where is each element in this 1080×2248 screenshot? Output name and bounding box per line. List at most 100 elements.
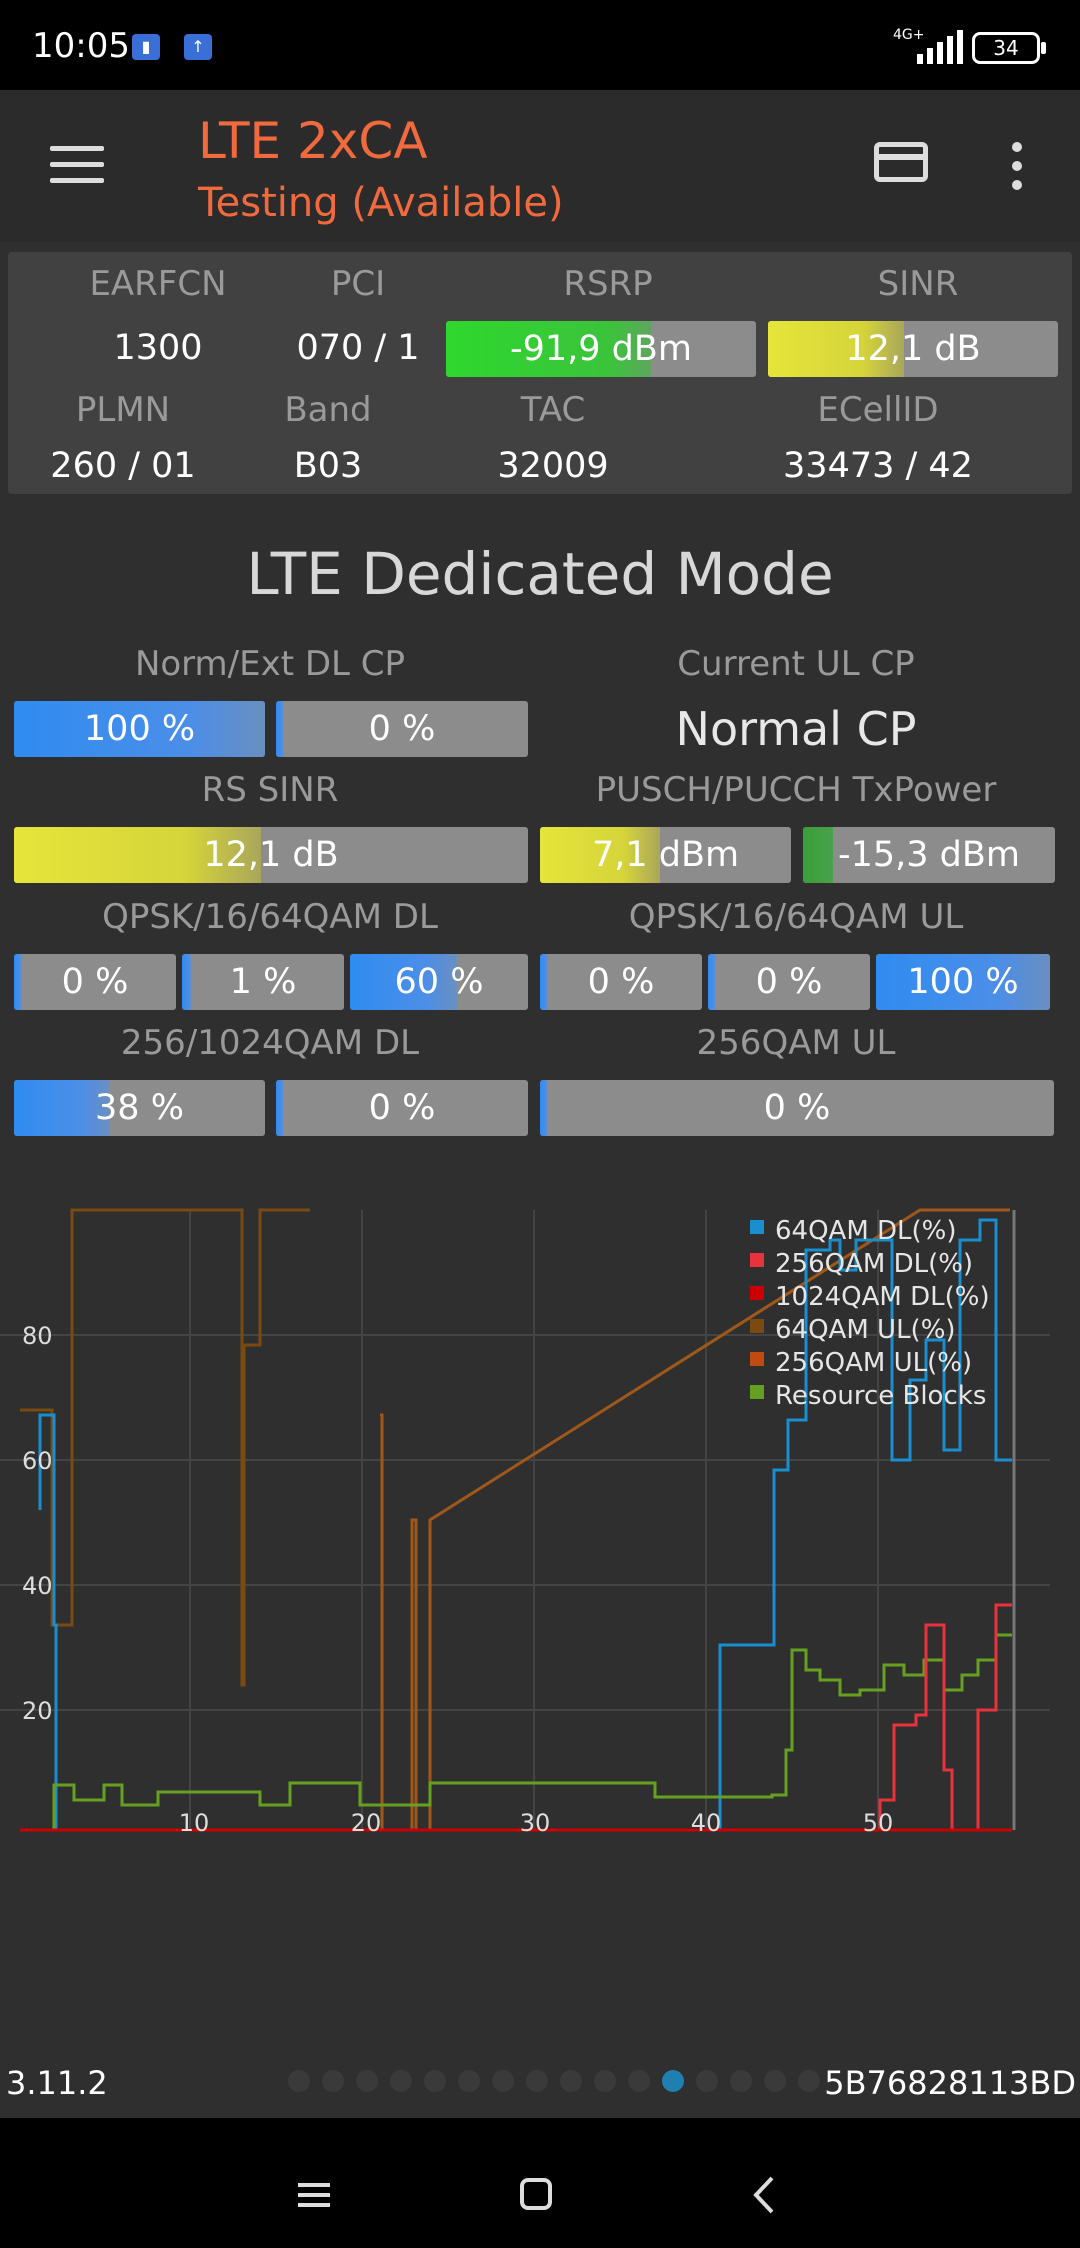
- pusch-txpower-bar: 7,1 dBm: [540, 827, 791, 883]
- rs-sinr-label: RS SINR: [201, 770, 339, 810]
- app-bar: LTE 2xCA Testing (Available): [0, 90, 1080, 242]
- ecellid-value: 33473 / 42: [783, 446, 973, 486]
- device-id: 5B76828113BD: [824, 2064, 1076, 2102]
- ul-qpsk-bar: 0 %: [540, 954, 702, 1010]
- tac-value: 32009: [497, 446, 609, 486]
- norm-cp-value: 100 %: [83, 709, 196, 749]
- sinr-bar: 12,1 dB: [768, 321, 1058, 377]
- page-dot[interactable]: [594, 2070, 616, 2092]
- x-tick-label: 10: [179, 1809, 210, 1837]
- legend-swatch: [750, 1286, 764, 1300]
- page-dot[interactable]: [492, 2070, 514, 2092]
- dl-1024qam-value: 0 %: [368, 1088, 436, 1128]
- rsrp-bar: -91,9 dBm: [446, 321, 756, 377]
- page-dot[interactable]: [458, 2070, 480, 2092]
- dl-64qam-value: 60 %: [394, 962, 484, 1002]
- ecellid-label: ECellID: [817, 390, 939, 430]
- legend-swatch: [750, 1385, 764, 1399]
- legend-swatch: [750, 1253, 764, 1267]
- y-tick-label: 40: [22, 1572, 53, 1600]
- legend-swatch: [750, 1352, 764, 1366]
- rsrp-label: RSRP: [563, 264, 653, 304]
- y-axis-labels: 80 60 40 20: [22, 1322, 53, 1725]
- dl-qpsk-value: 0 %: [61, 962, 129, 1002]
- page-dot[interactable]: [526, 2070, 548, 2092]
- pci-label: PCI: [330, 264, 386, 304]
- band-value: B03: [293, 446, 363, 486]
- menu-icon[interactable]: [50, 146, 104, 194]
- dl-64qam-bar: 60 %: [350, 954, 528, 1010]
- ul-modulation-label: QPSK/16/64QAM UL: [628, 897, 964, 937]
- norm-ext-dl-cp-label: Norm/Ext DL CP: [134, 644, 406, 684]
- ul-64qam-value: 100 %: [907, 962, 1019, 1002]
- page-dot[interactable]: [424, 2070, 446, 2092]
- y-tick-label: 20: [22, 1697, 53, 1725]
- page-dot-active[interactable]: [662, 2070, 684, 2092]
- pucch-txpower-bar: -15,3 dBm: [803, 827, 1055, 883]
- legend-entry: Resource Blocks: [775, 1381, 986, 1411]
- ext-cp-value: 0 %: [368, 709, 436, 749]
- sinr-value: 12,1 dB: [845, 329, 981, 369]
- dl-qpsk-bar: 0 %: [14, 954, 176, 1010]
- ul-256qam-value: 0 %: [763, 1088, 831, 1128]
- legend-entry: 1024QAM DL(%): [775, 1282, 990, 1312]
- dl-256qam-bar: 38 %: [14, 1080, 265, 1136]
- ul-qpsk-value: 0 %: [587, 962, 655, 1002]
- home-icon[interactable]: [520, 2178, 552, 2210]
- throughput-chart[interactable]: 80 60 40 20 10 20 30 40 50 64QAM DL(%) 2…: [0, 1180, 1080, 1900]
- pci-value: 070 / 1: [296, 328, 420, 368]
- earfcn-value: 1300: [113, 328, 203, 368]
- ul-256qam-bar: 0 %: [540, 1080, 1054, 1136]
- card-icon[interactable]: [874, 142, 928, 182]
- page-dot[interactable]: [356, 2070, 378, 2092]
- page-dot[interactable]: [798, 2070, 820, 2092]
- dl-modulation-label: QPSK/16/64QAM DL: [102, 897, 438, 937]
- page-dot[interactable]: [390, 2070, 412, 2092]
- rs-sinr-value: 12,1 dB: [203, 835, 339, 875]
- app-title: LTE 2xCA: [198, 112, 428, 170]
- app-subtitle: Testing (Available): [198, 180, 564, 226]
- page-dot[interactable]: [560, 2070, 582, 2092]
- y-tick-label: 80: [22, 1322, 53, 1350]
- dl-256qam-value: 38 %: [95, 1088, 184, 1128]
- x-tick-label: 40: [691, 1809, 722, 1837]
- page-dot[interactable]: [730, 2070, 752, 2092]
- battery-icon: 34: [972, 32, 1046, 64]
- x-tick-label: 20: [351, 1809, 382, 1837]
- dl-16qam-bar: 1 %: [182, 954, 344, 1010]
- page-dot[interactable]: [764, 2070, 786, 2092]
- y-tick-label: 60: [22, 1447, 53, 1475]
- ul-64qam-bar: 100 %: [876, 954, 1050, 1010]
- legend-swatch: [750, 1319, 764, 1333]
- page-dot[interactable]: [696, 2070, 718, 2092]
- dl-1024qam-bar: 0 %: [276, 1080, 528, 1136]
- txpower-label: PUSCH/PUCCH TxPower: [595, 770, 997, 810]
- x-tick-label: 30: [520, 1809, 551, 1837]
- legend-swatch: [750, 1220, 764, 1234]
- tac-label: TAC: [520, 390, 586, 430]
- status-bar: 10:05 ▮ ↑ 4G+ 34: [0, 0, 1080, 90]
- legend-entry: 256QAM DL(%): [775, 1249, 973, 1279]
- legend-entry: 64QAM DL(%): [775, 1216, 957, 1246]
- chart-legend: 64QAM DL(%) 256QAM DL(%) 1024QAM DL(%) 6…: [750, 1216, 990, 1411]
- x-axis-labels: 10 20 30 40 50: [179, 1809, 894, 1837]
- back-icon[interactable]: [753, 2176, 774, 2214]
- series-256qam-ul: [380, 1208, 1010, 1832]
- legend-entry: 64QAM UL(%): [775, 1315, 956, 1345]
- status-time: 10:05: [32, 26, 130, 66]
- page-dot[interactable]: [322, 2070, 344, 2092]
- page-dot[interactable]: [628, 2070, 650, 2092]
- series-256qam-dl: [720, 1603, 1012, 1832]
- rs-sinr-bar: 12,1 dB: [14, 827, 528, 883]
- more-options-icon[interactable]: [1012, 142, 1022, 199]
- signal-strength-icon: [917, 30, 963, 64]
- upload-icon: ↑: [184, 34, 212, 60]
- page-dot[interactable]: [288, 2070, 310, 2092]
- plmn-value: 260 / 01: [50, 446, 196, 486]
- norm-cp-bar: 100 %: [14, 701, 265, 757]
- dl-16qam-value: 1 %: [229, 962, 297, 1002]
- dl-256-1024qam-label: 256/1024QAM DL: [120, 1023, 420, 1063]
- plmn-label: PLMN: [75, 390, 171, 430]
- recents-icon[interactable]: [280, 2163, 348, 2227]
- pusch-txpower-value: 7,1 dBm: [591, 835, 740, 875]
